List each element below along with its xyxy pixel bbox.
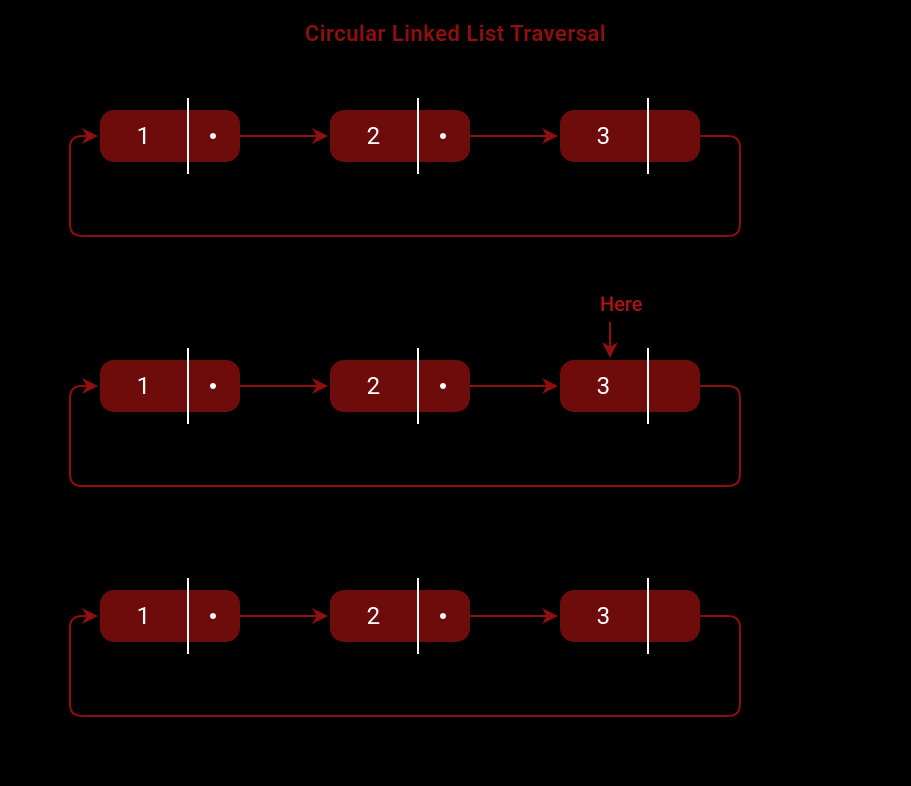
diagram-title: Circular Linked List Traversal xyxy=(0,22,911,47)
node-divider-2-0 xyxy=(187,578,189,654)
node-divider-0-2 xyxy=(647,98,649,174)
diagram-canvas: Circular Linked List Traversal 1 2 3 1 2 3 1 2 3… xyxy=(0,0,911,786)
node-label-2-2: 3 xyxy=(560,602,647,630)
node-label-0-1: 2 xyxy=(330,122,417,150)
node-divider-2-2 xyxy=(647,578,649,654)
node-label-1-2: 3 xyxy=(560,372,647,400)
node-divider-0-1 xyxy=(417,98,419,174)
node-label-1-0: 1 xyxy=(100,372,187,400)
node-divider-1-0 xyxy=(187,348,189,424)
node-label-1-1: 2 xyxy=(330,372,417,400)
here-label: Here xyxy=(600,292,643,316)
node-divider-1-2 xyxy=(647,348,649,424)
node-label-0-0: 1 xyxy=(100,122,187,150)
node-label-2-1: 2 xyxy=(330,602,417,630)
node-label-2-0: 1 xyxy=(100,602,187,630)
node-divider-0-0 xyxy=(187,98,189,174)
node-label-0-2: 3 xyxy=(560,122,647,150)
node-divider-2-1 xyxy=(417,578,419,654)
node-divider-1-1 xyxy=(417,348,419,424)
